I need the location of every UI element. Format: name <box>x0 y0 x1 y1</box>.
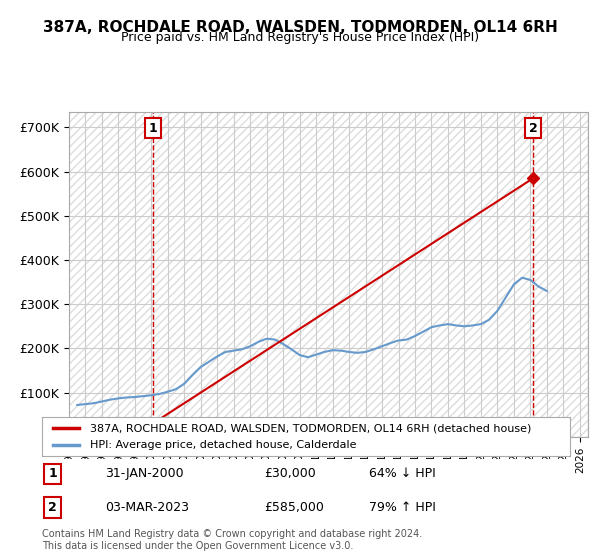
Text: 387A, ROCHDALE ROAD, WALSDEN, TODMORDEN, OL14 6RH: 387A, ROCHDALE ROAD, WALSDEN, TODMORDEN,… <box>43 20 557 35</box>
Text: Contains HM Land Registry data © Crown copyright and database right 2024.
This d: Contains HM Land Registry data © Crown c… <box>42 529 422 551</box>
Text: 1: 1 <box>48 468 57 480</box>
Text: 2: 2 <box>529 122 538 135</box>
Text: HPI: Average price, detached house, Calderdale: HPI: Average price, detached house, Cald… <box>89 440 356 450</box>
Text: 79% ↑ HPI: 79% ↑ HPI <box>370 501 436 514</box>
Text: 03-MAR-2023: 03-MAR-2023 <box>106 501 190 514</box>
Text: 387A, ROCHDALE ROAD, WALSDEN, TODMORDEN, OL14 6RH (detached house): 387A, ROCHDALE ROAD, WALSDEN, TODMORDEN,… <box>89 423 531 433</box>
Text: 31-JAN-2000: 31-JAN-2000 <box>106 468 184 480</box>
Text: 64% ↓ HPI: 64% ↓ HPI <box>370 468 436 480</box>
Text: 1: 1 <box>148 122 157 135</box>
Text: 2: 2 <box>48 501 57 514</box>
Text: £585,000: £585,000 <box>264 501 323 514</box>
Text: £30,000: £30,000 <box>264 468 316 480</box>
Text: Price paid vs. HM Land Registry's House Price Index (HPI): Price paid vs. HM Land Registry's House … <box>121 31 479 44</box>
